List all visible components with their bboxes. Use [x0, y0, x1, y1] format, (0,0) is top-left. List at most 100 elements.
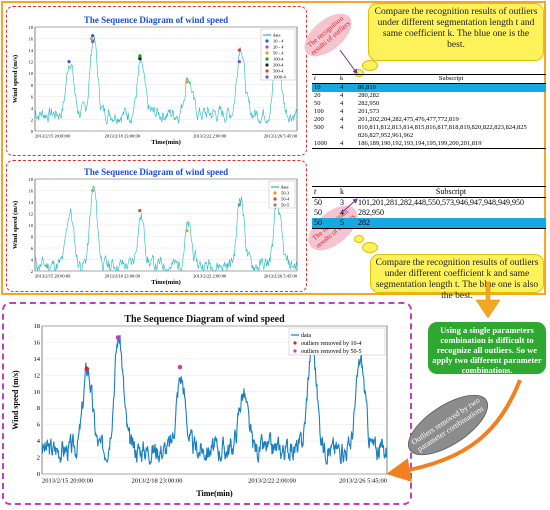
legend-label: 50-3	[281, 191, 290, 196]
y-tick-label: 8	[31, 235, 34, 240]
chart-outliers-by-t: The Sequence Diagram of wind speed Wind s…	[6, 6, 307, 156]
outlier-marker	[138, 209, 142, 213]
legend-swatch	[265, 51, 269, 55]
legend-swatch	[273, 203, 277, 207]
table-cell-k: 4	[338, 83, 356, 92]
x-tick-label: 2013/2/22 2:00:00	[193, 274, 227, 279]
outlier-marker	[237, 203, 241, 207]
y-axis-label: Wind speed (m/s)	[12, 201, 19, 249]
chart-outliers-by-k-plot: The Sequence Diagram of wind speed Wind s…	[12, 167, 298, 286]
legend-label: 10 - 4	[273, 39, 284, 44]
outlier-marker	[138, 57, 142, 61]
y-tick-label: 18	[34, 323, 41, 330]
chart-outliers-by-k: The Sequence Diagram of wind speed Wind s…	[6, 160, 307, 292]
y-tick-label: 4	[31, 106, 34, 111]
chart-title: The Sequence Diagram of wind speed	[84, 167, 228, 177]
legend-swatch	[293, 349, 297, 353]
y-tick-label: 8	[31, 83, 34, 88]
col-subscript: Subscript	[356, 186, 546, 198]
table-cell-t: 10	[312, 83, 338, 92]
y-tick-label: 14	[29, 200, 34, 205]
outlier-marker	[91, 34, 95, 38]
y-tick-label: 4	[31, 258, 34, 263]
table-cell-k: 4	[340, 208, 344, 217]
y-tick-label: 0	[31, 129, 34, 134]
outlier-marker	[91, 39, 95, 44]
x-tick-label: 2013/2/18 23:00:00	[131, 478, 182, 485]
table-cell-s: 282,950	[358, 208, 384, 217]
table-cell-t: 50	[314, 100, 321, 107]
table-cell-s: 101,201,281,282,448,550,573,946,947,948,…	[358, 198, 524, 207]
legend-swatch	[265, 57, 269, 61]
col-subscript: Subscript	[356, 74, 546, 84]
legend-swatch	[265, 39, 269, 43]
chart-title: The Sequence Diagram of wind speed	[84, 15, 228, 25]
legend-swatch	[265, 45, 269, 49]
table-cell-k: 4	[340, 116, 344, 123]
x-tick-label: 2013/2/15 20:00:00	[35, 134, 71, 139]
y-tick-label: 4	[37, 438, 41, 445]
table-cell-t: 20	[314, 92, 321, 99]
y-tick-label: 16	[29, 37, 34, 42]
table-cell-t: 50	[314, 198, 322, 207]
col-k: k	[338, 74, 356, 84]
results-table-k: t k Subscript 50 3 101,201,281,282,448,550…	[312, 186, 546, 229]
legend-label: 1000-4	[273, 75, 286, 80]
y-tick-label: 6	[31, 94, 34, 99]
table-cell-s: 201,573	[358, 108, 380, 115]
legend-swatch	[273, 197, 277, 201]
col-t: t	[312, 186, 338, 198]
table-row: 50 4 282,950	[312, 208, 546, 218]
table-row: 50 3 101,201,281,282,448,550,573,946,947,9…	[312, 198, 546, 209]
legend-label: 50-5	[281, 203, 290, 208]
outlier-marker	[177, 364, 183, 370]
legend-label: data	[273, 33, 281, 38]
outlier-marker	[67, 60, 71, 64]
table-cell-s: 86,819	[356, 83, 546, 92]
table-cell-t: 1000	[312, 140, 338, 149]
col-t: t	[312, 74, 338, 84]
chart-title: The Sequence Diagram of wind speed	[124, 314, 285, 325]
x-axis-label: Time(min)	[151, 139, 181, 146]
data-series-line	[34, 184, 298, 272]
legend-swatch	[265, 75, 269, 79]
legend-label: 50-4	[281, 197, 290, 202]
outlier-marker	[237, 48, 241, 52]
outlier-marker	[237, 60, 241, 64]
legend-swatch	[293, 341, 297, 345]
y-tick-label: 0	[37, 471, 40, 478]
legend-label: outliers removed by 50-5	[301, 349, 362, 355]
y-tick-label: 6	[31, 246, 34, 251]
y-tick-label: 12	[29, 60, 34, 65]
y-tick-label: 16	[29, 189, 34, 194]
callout-tail-large	[362, 60, 378, 71]
legend-label: 50 - 4	[273, 51, 284, 56]
x-tick-label: 2013/2/26 5:45:00	[264, 134, 298, 139]
legend-swatch	[265, 69, 269, 73]
y-axis-label: Wind speed (m/s)	[11, 370, 20, 430]
callout-tail-large-2	[362, 242, 378, 253]
y-tick-label: 8	[37, 405, 40, 412]
table-cell-k: 3	[340, 198, 344, 207]
table-cell-s: 282	[356, 218, 546, 229]
x-tick-label: 2013/2/26 5:45:00	[339, 478, 387, 485]
y-tick-label: 10	[34, 389, 41, 396]
table-cell-s: 280,282	[358, 92, 380, 99]
table-cell-t: 500	[314, 124, 324, 131]
y-tick-label: 12	[29, 212, 34, 217]
table-cell-s: 810,811,812,813,814,815,816,817,818,819,…	[358, 124, 527, 139]
x-tick-label: 2013/2/22 2:00:00	[193, 134, 227, 139]
table-row: 20 4 280,282	[312, 92, 546, 100]
data-series-line	[41, 334, 388, 465]
legend-label: 20 - 4	[273, 45, 284, 50]
y-tick-label: 6	[37, 422, 41, 429]
legend-swatch	[273, 191, 277, 195]
x-tick-label: 2013/2/15 20:00:00	[35, 274, 71, 279]
table-row: 50 4 282,950	[312, 100, 546, 108]
x-tick-label: 2013/2/26 5:45:00	[264, 274, 298, 279]
table-row: 1000 4 186,189,190,192,193,194,195,199,200…	[312, 140, 546, 149]
outlier-marker	[185, 80, 189, 84]
outlier-marker	[138, 54, 142, 58]
table-cell-k: 4	[340, 108, 344, 115]
table-cell-k: 4	[340, 124, 344, 131]
